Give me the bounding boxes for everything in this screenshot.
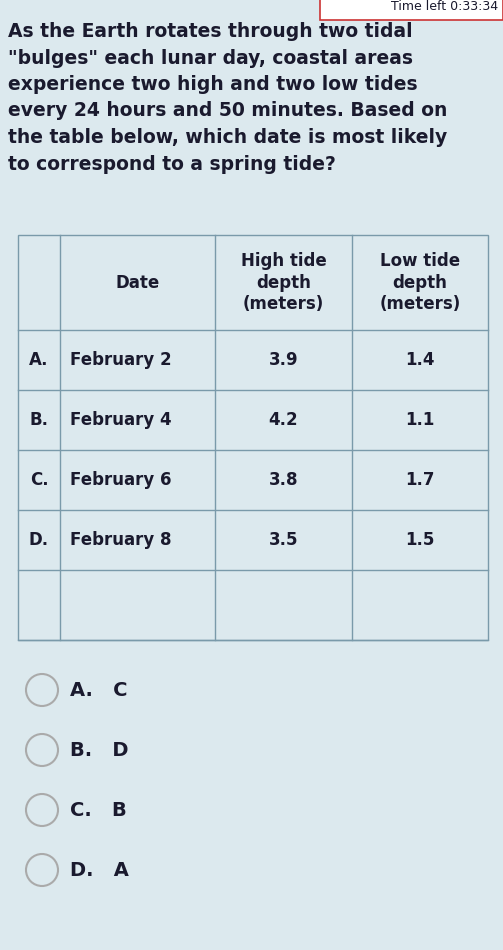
- Text: C.: C.: [30, 471, 48, 489]
- Text: B.: B.: [30, 411, 48, 429]
- Bar: [18, 235, 488, 640]
- Text: February 6: February 6: [70, 471, 172, 489]
- Ellipse shape: [26, 734, 58, 766]
- Text: Date: Date: [115, 274, 159, 292]
- Text: 3.9: 3.9: [269, 351, 298, 369]
- Text: As the Earth rotates through two tidal: As the Earth rotates through two tidal: [8, 22, 412, 41]
- Text: 4.2: 4.2: [269, 411, 298, 429]
- Text: the table below, which date is most likely: the table below, which date is most like…: [8, 128, 447, 147]
- Text: to correspond to a spring tide?: to correspond to a spring tide?: [8, 155, 336, 174]
- Text: D.   A: D. A: [70, 861, 129, 880]
- Text: "bulges" each lunar day, coastal areas: "bulges" each lunar day, coastal areas: [8, 48, 413, 67]
- Text: 1.5: 1.5: [405, 531, 435, 549]
- Text: experience two high and two low tides: experience two high and two low tides: [8, 75, 417, 94]
- Ellipse shape: [26, 794, 58, 826]
- Ellipse shape: [26, 854, 58, 886]
- Text: High tide
depth
(meters): High tide depth (meters): [240, 252, 326, 313]
- Text: A.   C: A. C: [70, 680, 127, 699]
- Text: 3.8: 3.8: [269, 471, 298, 489]
- Text: Low tide
depth
(meters): Low tide depth (meters): [379, 252, 461, 313]
- Text: 1.1: 1.1: [405, 411, 435, 429]
- Text: February 8: February 8: [70, 531, 172, 549]
- Bar: [320, 0, 503, 20]
- Text: A.: A.: [29, 351, 49, 369]
- Text: Time left 0:33:34: Time left 0:33:34: [391, 0, 498, 12]
- Text: C.   B: C. B: [70, 801, 127, 820]
- Text: 1.4: 1.4: [405, 351, 435, 369]
- Text: 1.7: 1.7: [405, 471, 435, 489]
- Text: February 2: February 2: [70, 351, 172, 369]
- Text: D.: D.: [29, 531, 49, 549]
- Text: 3.5: 3.5: [269, 531, 298, 549]
- Text: B.   D: B. D: [70, 740, 128, 759]
- Ellipse shape: [26, 674, 58, 706]
- Text: February 4: February 4: [70, 411, 172, 429]
- Text: every 24 hours and 50 minutes. Based on: every 24 hours and 50 minutes. Based on: [8, 102, 447, 121]
